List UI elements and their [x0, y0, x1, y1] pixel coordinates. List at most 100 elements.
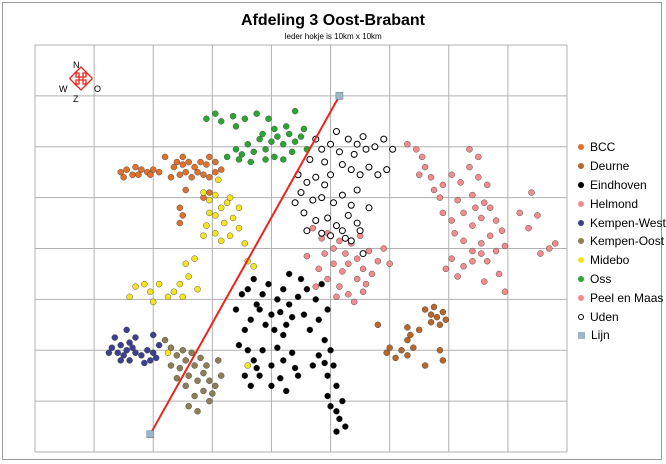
data-point-uden — [309, 196, 317, 204]
data-point-eindhoven — [288, 313, 296, 321]
data-point-deurne — [404, 336, 411, 344]
data-point-eindhoven — [321, 359, 328, 367]
chart-frame — [2, 2, 662, 460]
data-point-oss — [232, 123, 240, 130]
legend-label: Deurne — [590, 159, 630, 174]
data-point-midebo — [203, 222, 210, 229]
data-point-uden — [338, 161, 346, 169]
data-point-deurne — [421, 306, 429, 313]
data-point-deurne — [436, 347, 444, 354]
data-point-eindhoven — [280, 286, 287, 293]
data-point-uden — [380, 135, 388, 143]
chart-title: Afdeling 3 Oost-Brabant — [240, 12, 425, 29]
data-point-oss — [217, 118, 225, 125]
data-point-deurne — [439, 357, 447, 364]
data-point-helmond — [324, 275, 331, 283]
legend-item-helmond: Helmond — [578, 194, 666, 213]
data-point-kempen-west — [141, 359, 148, 367]
data-point-uden — [297, 189, 305, 197]
data-point-midebo — [244, 362, 252, 369]
data-point-kempen-west — [150, 349, 157, 356]
legend-label: Kempen-West — [590, 215, 666, 230]
data-point-bcc — [161, 153, 169, 161]
data-point-peel-en-maas — [466, 163, 473, 171]
data-point-midebo — [223, 199, 231, 206]
data-point-bcc — [200, 171, 207, 178]
data-point-eindhoven — [259, 347, 266, 354]
data-point-deurne — [427, 311, 435, 318]
data-point-peel-en-maas — [457, 179, 464, 186]
data-point-eindhoven — [253, 301, 260, 308]
data-point-midebo — [215, 176, 222, 184]
data-point-eindhoven — [253, 364, 260, 372]
legend-label: BCC — [590, 140, 616, 155]
data-point-uden — [338, 227, 346, 235]
data-point-deurne — [392, 354, 399, 362]
data-point-midebo — [235, 224, 243, 232]
data-point-eindhoven — [324, 306, 331, 313]
data-point-uden — [341, 234, 349, 242]
legend-item-bcc: BCC — [578, 138, 666, 157]
data-point-kempen-oost — [179, 347, 186, 354]
series-lijn-line — [149, 95, 341, 435]
data-point-bcc — [182, 168, 189, 176]
data-point-peel-en-maas — [418, 153, 426, 161]
data-point-uden — [312, 217, 320, 225]
data-point-peel-en-maas — [421, 163, 429, 171]
data-point-midebo — [176, 280, 184, 288]
legend-label: Midebo — [590, 253, 630, 268]
data-point-deurne — [427, 319, 435, 326]
series-helmond — [303, 224, 393, 306]
data-point-peel-en-maas — [486, 232, 494, 239]
data-point-peel-en-maas — [404, 141, 411, 148]
data-point-kempen-oost — [215, 357, 222, 364]
compass-east-label: O — [94, 84, 101, 94]
series-layer — [105, 92, 559, 438]
data-point-kempen-west — [117, 341, 124, 349]
data-point-eindhoven — [327, 347, 334, 354]
data-point-bcc — [123, 166, 130, 173]
data-point-peel-en-maas — [516, 209, 523, 217]
data-point-eindhoven — [324, 372, 331, 379]
data-point-eindhoven — [235, 341, 243, 349]
data-point-bcc — [132, 163, 139, 171]
grid — [34, 44, 568, 453]
data-point-midebo — [200, 232, 207, 239]
data-point-uden — [347, 166, 355, 174]
data-point-eindhoven — [312, 296, 319, 303]
data-point-peel-en-maas — [439, 181, 447, 189]
data-point-kempen-west — [132, 349, 139, 356]
data-point-kempen-west — [126, 357, 133, 364]
data-point-eindhoven — [259, 291, 266, 298]
data-point-oss — [268, 138, 275, 145]
data-point-bcc — [203, 161, 210, 168]
data-point-eindhoven — [265, 280, 272, 288]
data-point-peel-en-maas — [492, 217, 500, 224]
data-point-oss — [262, 156, 269, 163]
data-point-uden — [362, 145, 370, 153]
data-point-eindhoven — [280, 331, 287, 339]
data-point-uden — [312, 173, 320, 181]
data-point-midebo — [155, 280, 163, 288]
data-point-uden — [318, 229, 326, 237]
data-point-uden — [344, 211, 352, 219]
data-point-kempen-oost — [176, 364, 184, 372]
legend-marker — [578, 219, 584, 226]
data-point-uden — [347, 201, 355, 209]
data-point-peel-en-maas — [439, 209, 447, 217]
legend-marker — [578, 181, 584, 188]
data-point-oss — [247, 158, 254, 166]
data-point-midebo — [150, 298, 157, 306]
legend-item-kempen-oost: Kempen-Oost — [578, 232, 666, 251]
chart-subtitle: Ieder hokje is 10km x 10km — [284, 32, 382, 41]
data-point-kempen-oost — [194, 377, 201, 384]
data-point-deurne — [416, 326, 423, 334]
compass-west-label: W — [59, 84, 68, 94]
data-point-peel-en-maas — [481, 199, 488, 206]
data-point-peel-en-maas — [501, 288, 509, 295]
data-point-helmond — [330, 245, 337, 252]
legend-item-deurne: Deurne — [578, 157, 666, 176]
legend-item-lijn: Lijn — [578, 326, 666, 345]
data-point-helmond — [309, 224, 317, 232]
data-point-uden — [291, 199, 299, 207]
